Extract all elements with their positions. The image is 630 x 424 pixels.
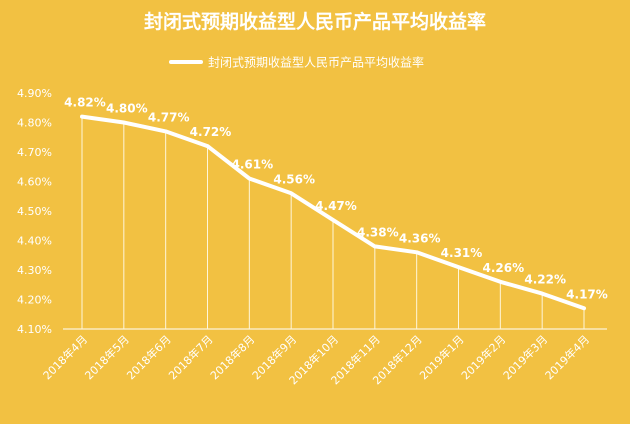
data-label: 4.56%	[273, 172, 315, 186]
y-tick-label: 4.30%	[17, 264, 52, 277]
data-label: 4.17%	[566, 287, 608, 301]
data-label: 4.61%	[232, 158, 274, 172]
y-tick-label: 4.70%	[17, 146, 52, 159]
x-tick-label: 2018年7月	[165, 332, 215, 382]
legend: 封闭式预期收益型人民币产品平均收益率	[169, 55, 424, 70]
chart-title: 封闭式预期收益型人民币产品平均收益率	[144, 10, 486, 33]
data-label: 4.47%	[315, 199, 357, 213]
x-tick-label: 2018年5月	[82, 332, 132, 382]
x-tick-label: 2019年3月	[500, 332, 550, 382]
x-axis: 2018年4月2018年5月2018年6月2018年7月2018年8月2018年…	[40, 332, 592, 387]
y-tick-label: 4.20%	[17, 294, 52, 307]
x-tick-label: 2019年1月	[416, 332, 466, 382]
y-tick-label: 4.90%	[17, 87, 52, 100]
data-label: 4.72%	[190, 125, 232, 139]
data-label: 4.77%	[148, 110, 190, 124]
y-tick-label: 4.50%	[17, 205, 52, 218]
data-label: 4.22%	[524, 273, 566, 287]
x-tick-label: 2019年2月	[458, 332, 508, 382]
legend-label: 封闭式预期收益型人民币产品平均收益率	[208, 55, 424, 70]
series-line	[80, 114, 586, 311]
x-tick-label: 2018年8月	[207, 332, 257, 382]
data-label: 4.36%	[399, 231, 441, 245]
data-label: 4.38%	[357, 225, 399, 239]
y-tick-label: 4.80%	[17, 117, 52, 130]
data-label: 4.31%	[441, 246, 483, 260]
y-axis: 4.10% 4.20% 4.30% 4.40% 4.50% 4.60% 4.70% 4.80%…	[17, 87, 52, 336]
drop-lines	[81, 116, 585, 329]
data-label: 4.80%	[106, 102, 148, 116]
data-label: 4.82%	[64, 96, 106, 110]
y-tick-label: 4.40%	[17, 235, 52, 248]
y-tick-label: 4.10%	[17, 323, 52, 336]
x-tick-label: 2019年4月	[542, 332, 592, 382]
data-labels: 4.82% 4.80%4.77%4.72% 4.61%4.56%4.47%4.38%…	[64, 96, 608, 302]
x-tick-label: 2018年4月	[40, 332, 90, 382]
x-tick-label: 2018年6月	[124, 332, 174, 382]
y-tick-label: 4.60%	[17, 176, 52, 189]
data-label: 4.26%	[483, 261, 525, 275]
